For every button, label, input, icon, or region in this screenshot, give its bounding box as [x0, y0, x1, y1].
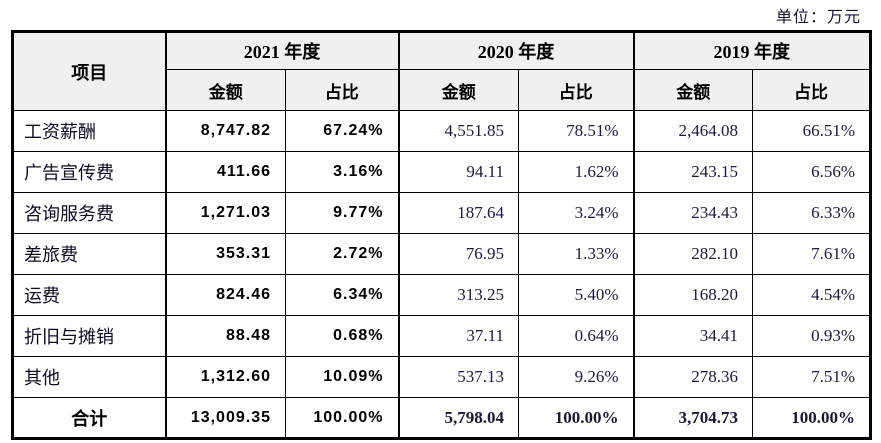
cell-amount-2020: 187.64: [397, 192, 519, 234]
cell-amount-2021: 411.66: [164, 151, 286, 193]
cell-amount-2019: 243.15: [632, 151, 753, 193]
row-label: 其他: [12, 356, 166, 398]
row-label: 咨询服务费: [12, 192, 166, 234]
cell-amount-2019: 282.10: [632, 233, 753, 275]
column-header-amount-2021: 金额: [164, 69, 286, 111]
cell-ratio-2020: 78.51%: [518, 110, 634, 152]
cell-amount-2019: 3,704.73: [632, 397, 753, 439]
cell-amount-2021: 8,747.82: [164, 110, 286, 152]
cell-amount-2020: 37.11: [397, 315, 519, 357]
column-header-year-2019: 2019 年度: [632, 31, 871, 70]
cell-ratio-2021: 0.68%: [285, 315, 399, 357]
cell-ratio-2020: 3.24%: [518, 192, 634, 234]
cell-ratio-2019: 7.61%: [752, 233, 871, 275]
cell-amount-2020: 94.11: [397, 151, 519, 193]
table-row: 运费 824.46 6.34% 313.25 5.40% 168.20 4.54…: [12, 274, 871, 316]
cell-amount-2021: 88.48: [164, 315, 286, 357]
header-row-years: 项目 2021 年度 2020 年度 2019 年度: [12, 31, 871, 111]
cell-ratio-2021: 9.77%: [285, 192, 399, 234]
column-header-amount-2019: 金额: [632, 69, 753, 111]
row-label: 差旅费: [12, 233, 166, 275]
cell-ratio-2019: 100.00%: [752, 397, 871, 439]
cell-amount-2019: 234.43: [632, 192, 753, 234]
table-row: 工资薪酬 8,747.82 67.24% 4,551.85 78.51% 2,4…: [12, 110, 871, 152]
cell-amount-2020: 537.13: [397, 356, 519, 398]
cell-ratio-2019: 6.56%: [752, 151, 871, 193]
row-label: 工资薪酬: [12, 110, 166, 152]
row-label: 广告宣传费: [12, 151, 166, 193]
cell-ratio-2020: 1.62%: [518, 151, 634, 193]
cell-amount-2020: 4,551.85: [397, 110, 519, 152]
table-row: 折旧与摊销 88.48 0.68% 37.11 0.64% 34.41 0.93…: [12, 315, 871, 357]
cell-ratio-2020: 5.40%: [518, 274, 634, 316]
column-header-year-2020: 2020 年度: [397, 31, 634, 70]
cell-ratio-2020: 100.00%: [518, 397, 634, 439]
cell-amount-2019: 278.36: [632, 356, 753, 398]
expense-table: 项目 2021 年度 2020 年度 2019 年度 金额 占比 金额 占比 金…: [11, 30, 872, 440]
cell-amount-2020: 313.25: [397, 274, 519, 316]
cell-amount-2020: 5,798.04: [397, 397, 519, 439]
cell-ratio-2019: 6.33%: [752, 192, 871, 234]
table-row: 差旅费 353.31 2.72% 76.95 1.33% 282.10 7.61…: [12, 233, 871, 275]
cell-amount-2021: 1,271.03: [164, 192, 286, 234]
table-row: 其他 1,312.60 10.09% 537.13 9.26% 278.36 7…: [12, 356, 871, 398]
cell-ratio-2021: 10.09%: [285, 356, 399, 398]
column-header-item: 项目: [12, 31, 166, 111]
row-label: 折旧与摊销: [12, 315, 166, 357]
cell-ratio-2019: 4.54%: [752, 274, 871, 316]
cell-ratio-2019: 66.51%: [752, 110, 871, 152]
cell-ratio-2021: 67.24%: [285, 110, 399, 152]
table-row: 咨询服务费 1,271.03 9.77% 187.64 3.24% 234.43…: [12, 192, 871, 234]
cell-amount-2021: 1,312.60: [164, 356, 286, 398]
table-row-total: 合计 13,009.35 100.00% 5,798.04 100.00% 3,…: [12, 397, 871, 439]
column-header-ratio-2020: 占比: [518, 69, 634, 111]
cell-ratio-2020: 1.33%: [518, 233, 634, 275]
column-header-ratio-2021: 占比: [285, 69, 399, 111]
cell-ratio-2021: 100.00%: [285, 397, 399, 439]
unit-label: 单位：万元: [775, 9, 861, 26]
cell-ratio-2021: 2.72%: [285, 233, 399, 275]
cell-ratio-2021: 6.34%: [285, 274, 399, 316]
cell-amount-2020: 76.95: [397, 233, 519, 275]
column-header-ratio-2019: 占比: [752, 69, 871, 111]
cell-amount-2021: 824.46: [164, 274, 286, 316]
column-header-amount-2020: 金额: [397, 69, 519, 111]
header-row-subcolumns: 金额 占比 金额 占比 金额 占比: [13, 69, 871, 111]
row-label: 运费: [12, 274, 166, 316]
cell-ratio-2019: 0.93%: [752, 315, 871, 357]
table-body: 工资薪酬 8,747.82 67.24% 4,551.85 78.51% 2,4…: [12, 110, 871, 439]
table-row: 广告宣传费 411.66 3.16% 94.11 1.62% 243.15 6.…: [12, 151, 871, 193]
row-label-total: 合计: [12, 397, 166, 439]
column-header-year-2021: 2021 年度: [164, 31, 399, 70]
cell-amount-2021: 13,009.35: [164, 397, 286, 439]
table-header: 项目 2021 年度 2020 年度 2019 年度 金额 占比 金额 占比 金…: [12, 31, 871, 111]
cell-ratio-2020: 9.26%: [518, 356, 634, 398]
cell-amount-2019: 168.20: [632, 274, 753, 316]
cell-ratio-2019: 7.51%: [752, 356, 871, 398]
cell-amount-2019: 34.41: [632, 315, 753, 357]
cell-amount-2019: 2,464.08: [632, 110, 753, 152]
cell-ratio-2020: 0.64%: [518, 315, 634, 357]
cell-ratio-2021: 3.16%: [285, 151, 399, 193]
cell-amount-2021: 353.31: [164, 233, 286, 275]
